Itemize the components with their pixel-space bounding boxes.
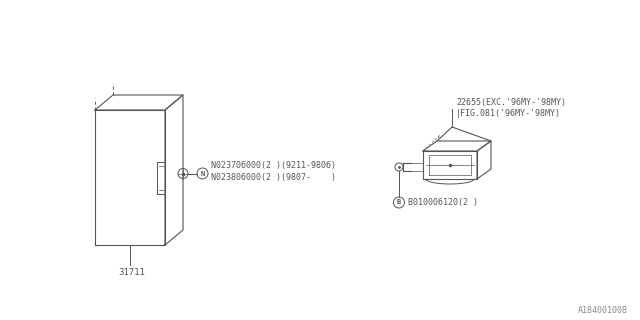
- Text: 22655(EXC.'96MY-'98MY): 22655(EXC.'96MY-'98MY): [456, 98, 566, 107]
- Text: N023706000(2 )(9211-9806): N023706000(2 )(9211-9806): [211, 161, 336, 170]
- Text: 31711: 31711: [118, 268, 145, 277]
- Text: B: B: [397, 199, 401, 205]
- Text: N023806000(2 )(9807-    ): N023806000(2 )(9807- ): [211, 172, 336, 181]
- Text: N: N: [200, 171, 205, 177]
- Text: A184001008: A184001008: [578, 306, 628, 315]
- Text: B010006120(2 ): B010006120(2 ): [408, 198, 477, 207]
- Text: |FIG.081('96MY-'98MY): |FIG.081('96MY-'98MY): [456, 109, 561, 118]
